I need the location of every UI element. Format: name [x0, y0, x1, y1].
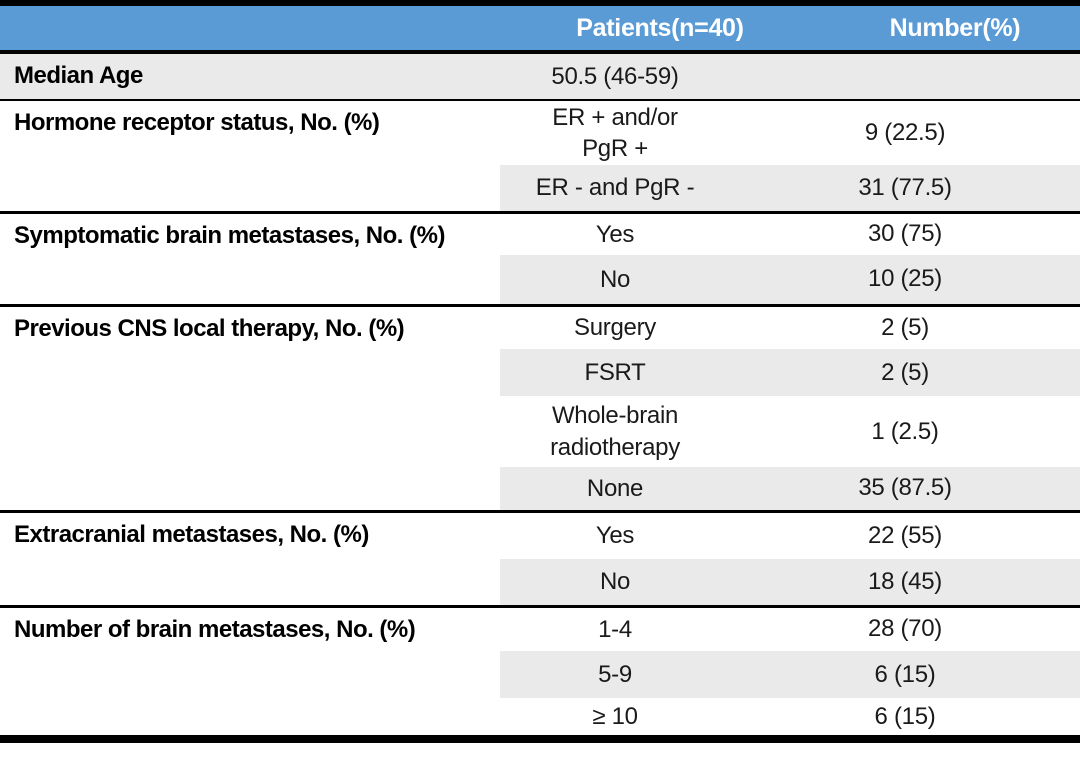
patients-header-label: Patients(n=40) — [576, 13, 744, 42]
count-cell: 31 (77.5) — [730, 165, 1080, 212]
table-row-cns-none: None 35 (87.5) — [0, 467, 1080, 511]
count-cell: 2 (5) — [730, 303, 1080, 349]
table-row-cns-surgery: Previous CNS local therapy, No. (%) Surg… — [0, 303, 1080, 511]
category-cell: No — [500, 255, 730, 305]
table-row-cns-fsrt: FSRT 2 (5) — [0, 349, 1080, 396]
category-cell: Yes — [500, 509, 730, 559]
category-cell: FSRT — [500, 349, 730, 396]
section-label: Symptomatic brain metastases, No. (%) — [0, 210, 500, 305]
count-cell: 2 (5) — [730, 349, 1080, 396]
category-cell: ER + and/or PgR + — [500, 99, 730, 165]
count-cell: 6 (15) — [730, 651, 1080, 698]
category-cell: 5-9 — [500, 651, 730, 698]
category-cell: None — [500, 467, 730, 511]
section-label: Hormone receptor status, No. (%) — [0, 99, 500, 212]
table-row-brainmets-1-4: Number of brain metastases, No. (%) 1-4 … — [0, 604, 1080, 739]
category-cell: 50.5 (46-59) — [500, 52, 730, 100]
count-cell: 28 (70) — [730, 604, 1080, 651]
number-header-label: Number(%) — [889, 13, 1021, 42]
table-row-cns-wbrt: Whole-brain radiotherapy 1 (2.5) — [0, 396, 1080, 467]
table-row-symptomatic-no: No 10 (25) — [0, 255, 1080, 305]
count-cell: 22 (55) — [730, 509, 1080, 559]
table-header: Patients(n=40) Number(%) — [0, 3, 1080, 54]
count-cell: 6 (15) — [874, 702, 936, 730]
table-row-extracranial-yes: Extracranial metastases, No. (%) Yes 22 … — [0, 509, 1080, 606]
section-label: Extracranial metastases, No. (%) — [0, 509, 500, 606]
count-cell — [730, 52, 1080, 100]
table-row-brainmets-5-9: 5-9 6 (15) — [0, 651, 1080, 698]
table-row-brainmets-10plus: ≥ 10 6 (15) — [0, 698, 1080, 739]
table-row-hormone-er-neg: ER - and PgR - 31 (77.5) — [0, 165, 1080, 212]
section-label: Median Age — [0, 52, 500, 100]
table-header-row: Patients(n=40) Number(%) — [0, 3, 1080, 54]
category-cell: No — [500, 559, 730, 606]
section-label: Previous CNS local therapy, No. (%) — [0, 303, 500, 511]
count-cell: 10 (25) — [730, 255, 1080, 305]
header-patients-cell: Patients(n=40) — [500, 3, 744, 54]
count-cell: 18 (45) — [730, 559, 1080, 606]
table-row-median-age: Median Age 50.5 (46-59) — [0, 52, 1080, 100]
category-cell: ER - and PgR - — [500, 165, 730, 212]
header-empty-cell — [0, 3, 500, 54]
category-cell: 1-4 — [500, 604, 730, 651]
category-cell: ≥ 10 — [592, 702, 638, 730]
count-cell: 9 (22.5) — [730, 99, 1080, 165]
table-row-extracranial-no: No 18 (45) — [0, 559, 1080, 606]
count-cell: 30 (75) — [730, 210, 1080, 255]
category-cell: Yes — [500, 210, 730, 255]
count-cell: 35 (87.5) — [730, 467, 1080, 511]
header-number-cell: Number(%) — [730, 3, 1080, 54]
patient-characteristics-table: Patients(n=40) Number(%) Median Age 50.5… — [0, 0, 1080, 743]
table-row-hormone-er-pos: Hormone receptor status, No. (%) ER + an… — [0, 99, 1080, 212]
category-cell: Surgery — [500, 303, 730, 349]
count-cell: 1 (2.5) — [871, 417, 939, 445]
section-label: Number of brain metastases, No. (%) — [0, 604, 500, 739]
category-cell: Whole-brain radiotherapy — [550, 402, 680, 461]
table-row-symptomatic-yes: Symptomatic brain metastases, No. (%) Ye… — [0, 210, 1080, 305]
